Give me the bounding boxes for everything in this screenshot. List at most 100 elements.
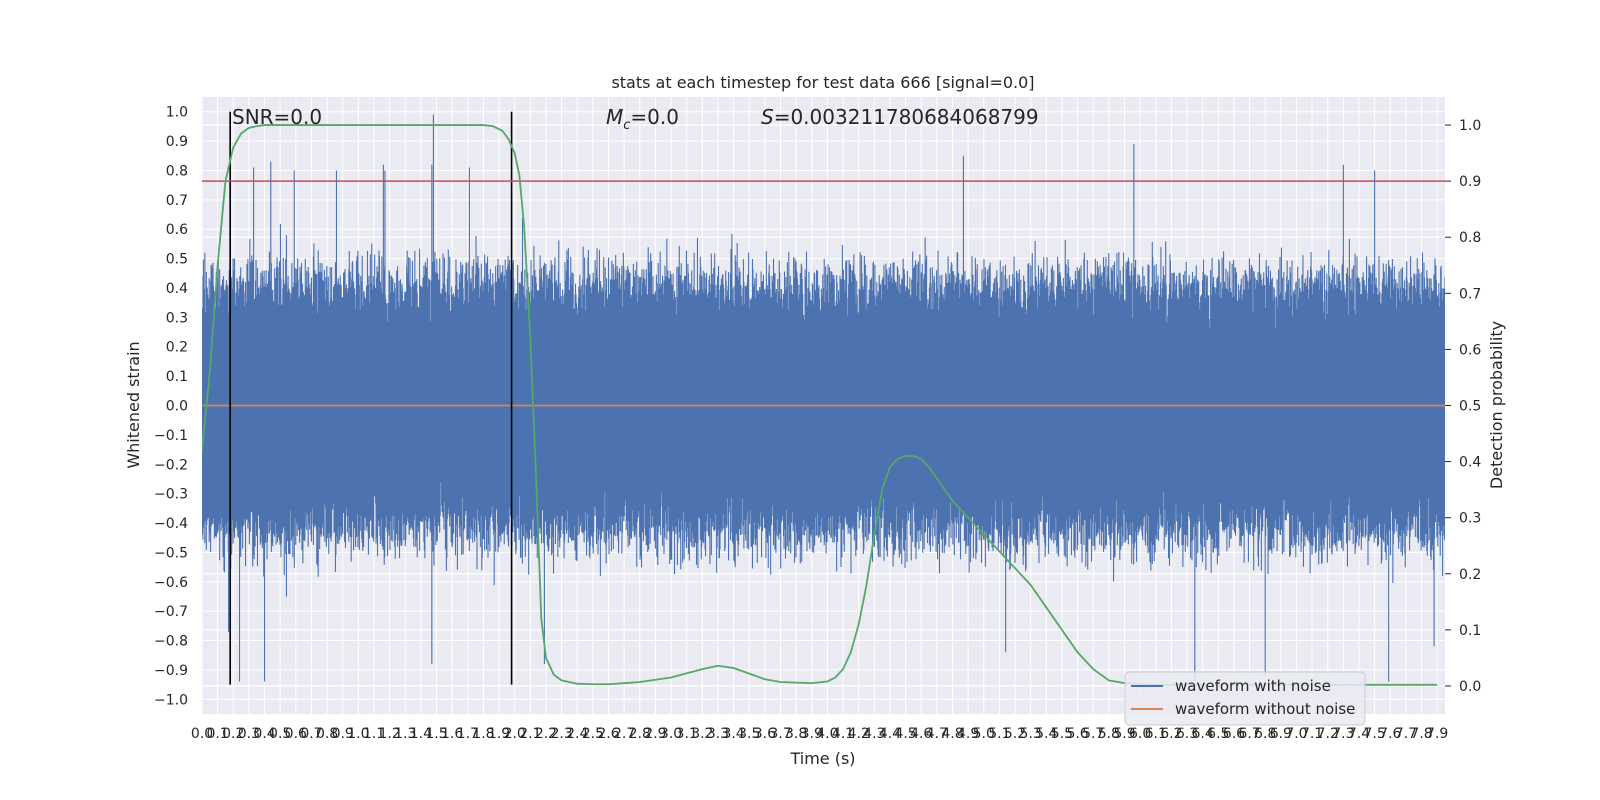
x-tick-label: 6.8: [1254, 726, 1276, 742]
y-tick-label: −0.3: [154, 487, 188, 503]
x-tick-label: 3.7: [769, 726, 791, 742]
x-tick-label: 1.4: [410, 726, 432, 742]
x-tick-label: 1.5: [425, 726, 447, 742]
chirp-mass-annotation: Mc=0.0: [606, 105, 679, 133]
x-tick-label: 0.4: [253, 726, 275, 742]
y-axis-right: 1.0 0.9 0.8 0.7 0.6 0.5 0.4 0.3 0.2 0.1 0.0: [1445, 118, 1481, 695]
x-tick-label: 7.0: [1285, 726, 1307, 742]
y2-tick-label: 0.4: [1459, 455, 1481, 471]
x-tick-label: 7.8: [1410, 726, 1432, 742]
x-tick-label: 2.1: [519, 726, 541, 742]
y-tick-label: 0.1: [166, 369, 188, 385]
x-tick-label: 4.0: [816, 726, 838, 742]
noise-series: [202, 114, 1445, 682]
chart-title: stats at each timestep for test data 666…: [611, 73, 1034, 92]
x-tick-label: 2.4: [566, 726, 588, 742]
x-tick-label: 7.2: [1317, 726, 1339, 742]
x-tick-label: 6.4: [1192, 726, 1214, 742]
x-tick-label: 6.6: [1223, 726, 1245, 742]
y-tick-label: −0.2: [154, 457, 188, 473]
y-tick-label: 0.7: [166, 193, 188, 209]
x-tick-label: 0.6: [285, 726, 307, 742]
x-tick-label: 4.1: [832, 726, 854, 742]
event-markers: [229, 111, 513, 685]
probability-series: [202, 124, 1445, 686]
x-tick-label: 6.7: [1238, 726, 1260, 742]
y2-tick-label: 0.5: [1459, 399, 1481, 415]
chirp-mass-value: =0.0: [630, 105, 679, 129]
y-tick-label: 0.5: [166, 252, 188, 268]
y-tick-label: 0.6: [166, 222, 188, 238]
x-tick-label: 3.5: [738, 726, 760, 742]
x-tick-label: 1.0: [347, 726, 369, 742]
x-tick-label: 4.5: [894, 726, 916, 742]
x-tick-label: 0.1: [207, 726, 229, 742]
x-tick-label: 3.8: [785, 726, 807, 742]
x-tick-label: 5.4: [1035, 726, 1057, 742]
x-tick-label: 1.8: [472, 726, 494, 742]
x-tick-label: 4.7: [926, 726, 948, 742]
y-tick-label: −0.9: [154, 663, 188, 679]
x-tick-label: 0.5: [269, 726, 291, 742]
y-tick-label: 0.8: [166, 163, 188, 179]
noise-waveform-core: [202, 340, 1445, 453]
x-tick-label: 7.9: [1426, 726, 1448, 742]
x-tick-label: 6.5: [1207, 726, 1229, 742]
chirp-mass-subscript: c: [623, 118, 630, 133]
y2-tick-label: 0.7: [1459, 286, 1481, 302]
x-tick-label: 0.2: [222, 726, 244, 742]
y-tick-label: −0.1: [154, 428, 188, 444]
x-tick-label: 5.0: [973, 726, 995, 742]
y2-tick-label: 0.9: [1459, 174, 1481, 190]
y2-tick-label: 0.3: [1459, 511, 1481, 527]
x-tick-label: 5.7: [1082, 726, 1104, 742]
y-axis-label: Whitened strain: [124, 341, 143, 468]
x-tick-label: 7.7: [1395, 726, 1417, 742]
x-tick-label: 0.0: [191, 726, 213, 742]
chirp-mass-symbol: M: [606, 105, 623, 129]
x-tick-label: 4.4: [879, 726, 901, 742]
x-tick-label: 7.1: [1301, 726, 1323, 742]
x-tick-label: 3.2: [691, 726, 713, 742]
x-axis: 0.00.10.20.30.40.50.60.70.80.91.01.11.21…: [191, 726, 1448, 742]
x-tick-label: 1.2: [378, 726, 400, 742]
x-axis-label: Time (s): [789, 749, 855, 768]
x-tick-label: 1.7: [457, 726, 479, 742]
legend: waveform with noise waveform without noi…: [1124, 671, 1366, 726]
x-tick-label: 2.8: [629, 726, 651, 742]
y-tick-label: 0.2: [166, 340, 188, 356]
y2-tick-label: 1.0: [1459, 118, 1481, 134]
y2-axis-label: Detection probability: [1487, 321, 1506, 489]
legend-label-noise: waveform with noise: [1175, 677, 1331, 695]
y-tick-label: 0.9: [166, 134, 188, 150]
x-tick-label: 2.6: [597, 726, 619, 742]
y2-tick-label: 0.8: [1459, 230, 1481, 246]
y-tick-label: −0.4: [154, 516, 188, 532]
x-tick-label: 7.4: [1348, 726, 1370, 742]
probability-line: [202, 124, 1438, 686]
legend-box: [1124, 671, 1366, 726]
y-tick-label: −0.5: [154, 545, 188, 561]
x-tick-label: 6.1: [1145, 726, 1167, 742]
x-tick-label: 7.6: [1379, 726, 1401, 742]
x-tick-label: 1.6: [441, 726, 463, 742]
x-tick-label: 7.3: [1332, 726, 1354, 742]
x-tick-label: 0.3: [238, 726, 260, 742]
legend-label-clean: waveform without noise: [1175, 700, 1355, 718]
x-tick-label: 6.9: [1270, 726, 1292, 742]
x-tick-label: 3.1: [676, 726, 698, 742]
x-tick-label: 5.8: [1098, 726, 1120, 742]
x-tick-label: 6.3: [1176, 726, 1198, 742]
x-tick-label: 0.8: [316, 726, 338, 742]
x-tick-label: 3.4: [722, 726, 744, 742]
y-tick-label: −1.0: [154, 692, 188, 708]
significance-value: =0.003211780684068799: [774, 105, 1039, 129]
x-tick-label: 4.6: [910, 726, 932, 742]
x-tick-label: 5.5: [1051, 726, 1073, 742]
y-tick-label: 0.4: [166, 281, 188, 297]
x-tick-label: 3.0: [660, 726, 682, 742]
x-tick-label: 2.9: [644, 726, 666, 742]
x-tick-label: 4.9: [957, 726, 979, 742]
x-tick-label: 2.2: [535, 726, 557, 742]
